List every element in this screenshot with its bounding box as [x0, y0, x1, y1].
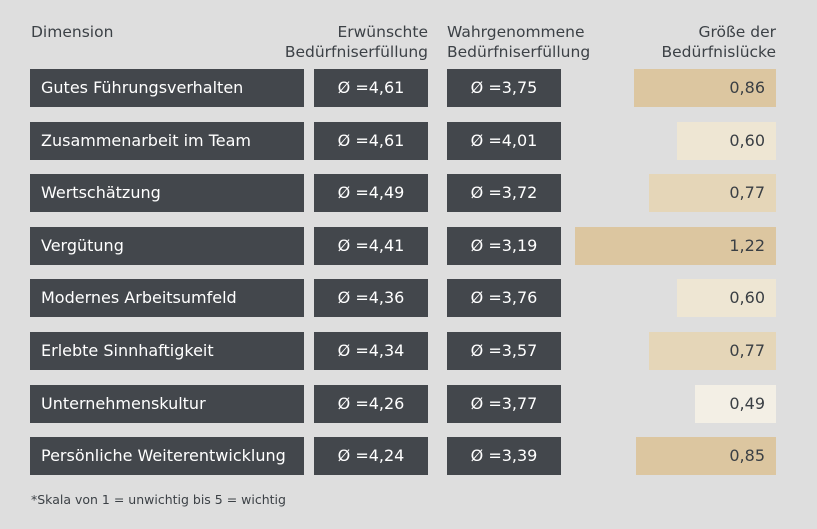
header-gap: Größe der Bedürfnislücke — [600, 22, 776, 62]
perceived-cell: Ø =3,39 — [447, 437, 561, 475]
table-row: Modernes Arbeitsumfeld Ø =4,36 Ø =3,76 0,60 — [0, 279, 817, 317]
header-desired-line1: Erwünschte — [337, 23, 428, 41]
table-row: Zusammenarbeit im Team Ø =4,61 Ø =4,01 0,60 — [0, 122, 817, 160]
perceived-cell: Ø =3,76 — [447, 279, 561, 317]
dimension-cell: Wertschätzung — [30, 174, 304, 212]
desired-cell: Ø =4,61 — [314, 69, 428, 107]
table-row: Persönliche Weiterentwicklung Ø =4,24 Ø =3… — [0, 437, 817, 475]
table-row: Vergütung Ø =4,41 Ø =3,19 1,22 — [0, 227, 817, 265]
header-dimension: Dimension — [31, 23, 114, 41]
perceived-cell: Ø =3,72 — [447, 174, 561, 212]
dimension-cell: Persönliche Weiterentwicklung — [30, 437, 304, 475]
footnote: *Skala von 1 = unwichtig bis 5 = wichtig — [31, 492, 286, 507]
dimension-cell: Modernes Arbeitsumfeld — [30, 279, 304, 317]
desired-cell: Ø =4,41 — [314, 227, 428, 265]
table-row: Erlebte Sinnhaftigkeit Ø =4,34 Ø =3,57 0,77 — [0, 332, 817, 370]
gap-bar: 0,77 — [649, 332, 776, 370]
header-perceived-line1: Wahrgenommene — [447, 23, 585, 41]
header-desired-line2: Bedürfniserfüllung — [284, 43, 428, 61]
gap-bar: 0,60 — [677, 122, 776, 160]
gap-bar: 0,86 — [634, 69, 776, 107]
perceived-cell: Ø =3,57 — [447, 332, 561, 370]
perceived-cell: Ø =4,01 — [447, 122, 561, 160]
header-perceived-line2: Bedürfniserfüllung — [447, 43, 591, 61]
gap-bar: 0,60 — [677, 279, 776, 317]
dimension-cell: Zusammenarbeit im Team — [30, 122, 304, 160]
table-row: Wertschätzung Ø =4,49 Ø =3,72 0,77 — [0, 174, 817, 212]
header-perceived: Wahrgenommene Bedürfniserfüllung — [447, 22, 590, 62]
gap-bar: 0,77 — [649, 174, 776, 212]
perceived-cell: Ø =3,77 — [447, 385, 561, 423]
gap-bar: 0,49 — [695, 385, 776, 423]
dimension-cell: Gutes Führungsverhalten — [30, 69, 304, 107]
table-row: Unternehmenskultur Ø =4,26 Ø =3,77 0,49 — [0, 385, 817, 423]
desired-cell: Ø =4,36 — [314, 279, 428, 317]
perceived-cell: Ø =3,19 — [447, 227, 561, 265]
dimension-cell: Unternehmenskultur — [30, 385, 304, 423]
table-row: Gutes Führungsverhalten Ø =4,61 Ø =3,75 0,8… — [0, 69, 817, 107]
dimension-cell: Vergütung — [30, 227, 304, 265]
desired-cell: Ø =4,61 — [314, 122, 428, 160]
desired-cell: Ø =4,49 — [314, 174, 428, 212]
desired-cell: Ø =4,24 — [314, 437, 428, 475]
desired-cell: Ø =4,34 — [314, 332, 428, 370]
header-desired: Erwünschte Bedürfniserfüllung — [270, 22, 428, 62]
desired-cell: Ø =4,26 — [314, 385, 428, 423]
gap-bar: 0,85 — [636, 437, 776, 475]
gap-bar: 1,22 — [575, 227, 776, 265]
perceived-cell: Ø =3,75 — [447, 69, 561, 107]
header-gap-line2: Bedürfnislücke — [661, 43, 776, 61]
header-gap-line1: Größe der — [698, 23, 777, 41]
dimension-cell: Erlebte Sinnhaftigkeit — [30, 332, 304, 370]
